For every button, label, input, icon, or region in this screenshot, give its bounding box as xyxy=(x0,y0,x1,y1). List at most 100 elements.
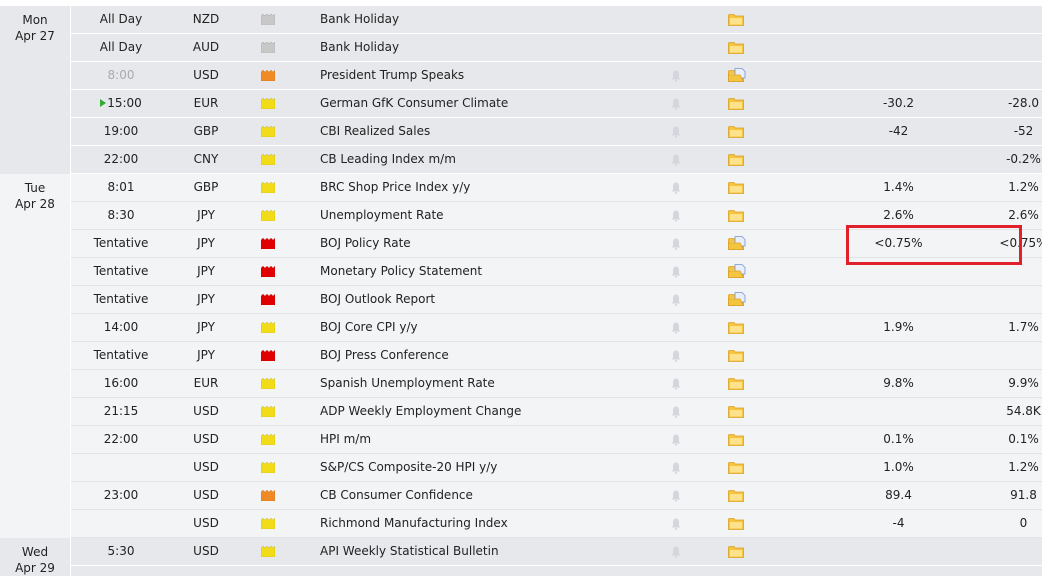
bell-icon[interactable] xyxy=(671,406,681,418)
event-row[interactable]: Tentative JPY Monetary Policy Statement xyxy=(71,258,1042,286)
event-name[interactable]: Richmond Manufacturing Index xyxy=(320,516,508,530)
event-row[interactable]: USD Richmond Manufacturing Index -4 0 xyxy=(71,510,1042,538)
event-name[interactable]: BRC Shop Price Index y/y xyxy=(320,180,471,194)
event-name[interactable]: Spanish Unemployment Rate xyxy=(320,376,495,390)
folder-icon[interactable] xyxy=(728,460,746,475)
folder-icon[interactable] xyxy=(728,348,746,363)
event-time-text: Tentative xyxy=(93,264,149,278)
event-row[interactable]: 8:01 GBP BRC Shop Price Index y/y 1.4% 1.2% xyxy=(71,174,1042,202)
bell-icon[interactable] xyxy=(671,210,681,222)
impact-low-icon xyxy=(261,210,275,221)
folder-icon[interactable] xyxy=(728,376,746,391)
bell-icon[interactable] xyxy=(671,490,681,502)
event-row[interactable]: 21:15 USD ADP Weekly Employment Change 54.8… xyxy=(71,398,1042,426)
folder-icon[interactable] xyxy=(728,180,746,195)
folder-icon[interactable] xyxy=(728,124,746,139)
folder-icon[interactable] xyxy=(728,152,746,167)
impact-high-icon xyxy=(261,294,275,305)
day-group: Wed Apr 29 5:30 USD API Weekly Statistical B… xyxy=(0,538,1042,576)
event-name[interactable]: S&P/CS Composite-20 HPI y/y xyxy=(320,460,498,474)
event-name[interactable]: Unemployment Rate xyxy=(320,208,444,222)
event-row[interactable]: 8:30 JPY Unemployment Rate 2.6% 2.6% xyxy=(71,202,1042,230)
impact-low-icon xyxy=(261,378,275,389)
event-row[interactable]: 23:00 USD CB Consumer Confidence 89.4 91.8 xyxy=(71,482,1042,510)
event-row[interactable]: Tentative JPY BOJ Policy Rate <0.75% <0.75% xyxy=(71,230,1042,258)
folder-icon[interactable] xyxy=(728,208,746,223)
event-row[interactable]: USD S&P/CS Composite-20 HPI y/y 1.0% 1.2% xyxy=(71,454,1042,482)
event-name[interactable]: BOJ Outlook Report xyxy=(320,292,436,306)
event-name[interactable]: BOJ Policy Rate xyxy=(320,236,411,250)
bell-icon[interactable] xyxy=(671,294,681,306)
event-row[interactable]: Tentative JPY BOJ Outlook Report xyxy=(71,286,1042,314)
event-time-text: 15:00 xyxy=(107,96,142,110)
event-row[interactable]: All Day NZD Bank Holiday xyxy=(71,6,1042,34)
event-name[interactable]: President Trump Speaks xyxy=(320,68,465,82)
folder-icon[interactable] xyxy=(728,516,746,531)
bell-icon[interactable] xyxy=(671,182,681,194)
folder-icon[interactable] xyxy=(728,12,746,27)
bell-icon[interactable] xyxy=(671,462,681,474)
event-name[interactable]: API Weekly Statistical Bulletin xyxy=(320,544,499,558)
event-row[interactable]: 5:30 USD API Weekly Statistical Bulletin xyxy=(71,538,1042,566)
event-currency: JPY xyxy=(197,348,215,362)
event-row[interactable]: 14:00 JPY BOJ Core CPI y/y 1.9% 1.7% xyxy=(71,314,1042,342)
event-row[interactable]: 8:00 USD President Trump Speaks xyxy=(71,62,1042,90)
event-row[interactable]: Tentative JPY BOJ Press Conference xyxy=(71,342,1042,370)
impact-medium-icon xyxy=(261,70,275,81)
folder-icon[interactable] xyxy=(728,404,746,419)
event-row[interactable]: 22:00 CNY CB Leading Index m/m -0.2% xyxy=(71,146,1042,174)
folder-icon[interactable] xyxy=(728,488,746,503)
folder-document-icon[interactable] xyxy=(728,264,746,279)
bell-icon[interactable] xyxy=(671,266,681,278)
event-row[interactable]: 22:00 USD HPI m/m 0.1% 0.1% xyxy=(71,426,1042,454)
bell-icon[interactable] xyxy=(671,378,681,390)
bell-icon[interactable] xyxy=(671,98,681,110)
event-name[interactable]: CB Leading Index m/m xyxy=(320,152,456,166)
event-name[interactable]: HPI m/m xyxy=(320,432,372,446)
folder-document-icon[interactable] xyxy=(728,236,746,251)
bell-icon[interactable] xyxy=(671,322,681,334)
event-previous: -0.2% xyxy=(1006,152,1041,166)
event-row[interactable]: 15:00 EUR German GfK Consumer Climate -30.2… xyxy=(71,90,1042,118)
event-currency: USD xyxy=(193,544,219,558)
bell-icon[interactable] xyxy=(671,154,681,166)
event-row[interactable]: 16:00 EUR Spanish Unemployment Rate 9.8% 9.9… xyxy=(71,370,1042,398)
folder-icon[interactable] xyxy=(728,544,746,559)
event-row[interactable]: All Day AUD Bank Holiday xyxy=(71,34,1042,62)
event-name[interactable]: German GfK Consumer Climate xyxy=(320,96,509,110)
date-cell: Mon Apr 27 xyxy=(0,6,71,174)
event-time: 16:00 xyxy=(71,370,171,397)
bell-icon[interactable] xyxy=(671,434,681,446)
bell-icon[interactable] xyxy=(671,70,681,82)
event-forecast: 89.4 xyxy=(885,488,912,502)
event-currency: USD xyxy=(193,404,219,418)
event-forecast: 1.4% xyxy=(883,180,914,194)
event-name[interactable]: CBI Realized Sales xyxy=(320,124,431,138)
event-name[interactable]: Bank Holiday xyxy=(320,12,400,26)
event-time: 14:00 xyxy=(71,314,171,341)
event-name[interactable]: Bank Holiday xyxy=(320,40,400,54)
folder-icon[interactable] xyxy=(728,432,746,447)
impact-low-icon xyxy=(261,182,275,193)
folder-icon[interactable] xyxy=(728,40,746,55)
event-name[interactable]: BOJ Press Conference xyxy=(320,348,449,362)
impact-high-icon xyxy=(261,266,275,277)
bell-icon[interactable] xyxy=(671,238,681,250)
event-time-text: 22:00 xyxy=(103,432,139,446)
bell-icon[interactable] xyxy=(671,350,681,362)
event-time-text: 21:15 xyxy=(103,404,139,418)
event-name[interactable]: ADP Weekly Employment Change xyxy=(320,404,522,418)
event-name[interactable]: BOJ Core CPI y/y xyxy=(320,320,418,334)
event-time-text: 16:00 xyxy=(103,376,139,390)
event-currency: USD xyxy=(193,432,219,446)
folder-document-icon[interactable] xyxy=(728,68,746,83)
bell-icon[interactable] xyxy=(671,126,681,138)
bell-icon[interactable] xyxy=(671,546,681,558)
event-name[interactable]: CB Consumer Confidence xyxy=(320,488,473,502)
folder-document-icon[interactable] xyxy=(728,292,746,307)
folder-icon[interactable] xyxy=(728,320,746,335)
folder-icon[interactable] xyxy=(728,96,746,111)
event-name[interactable]: Monetary Policy Statement xyxy=(320,264,483,278)
bell-icon[interactable] xyxy=(671,518,681,530)
event-row[interactable]: 19:00 GBP CBI Realized Sales -42 -52 xyxy=(71,118,1042,146)
